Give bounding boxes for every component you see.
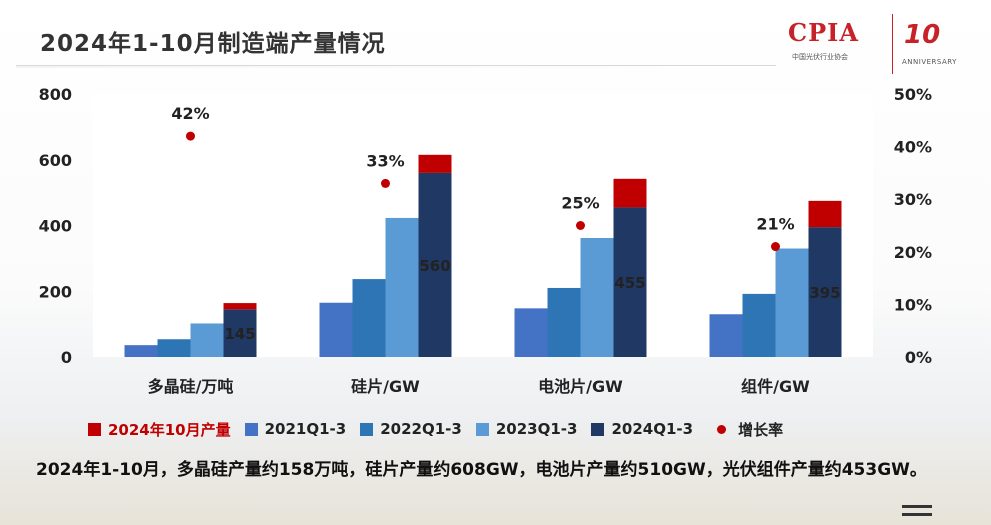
y-right-tick-label: 40% xyxy=(894,138,932,157)
legend-item-2024: 2024Q1-3 xyxy=(591,420,693,438)
y-right-tick-label: 0% xyxy=(905,348,932,367)
legend-swatch-2023 xyxy=(475,422,489,436)
bar-2024-october xyxy=(418,154,452,173)
title-divider xyxy=(16,65,776,66)
data-label-2024: 145 xyxy=(224,325,255,343)
growth-rate-label: 25% xyxy=(561,194,599,213)
chart-legend: 2024年10月产量 2021Q1-3 2022Q1-3 2023Q1-3 20… xyxy=(88,418,797,440)
bar-2023Q1-3 xyxy=(580,237,614,357)
legend-swatch-2022 xyxy=(360,422,374,436)
y-right-tick-label: 20% xyxy=(894,243,932,262)
x-category-label: 多晶硅/万吨 xyxy=(148,377,234,396)
growth-rate-point xyxy=(381,178,390,188)
legend-item-2021: 2021Q1-3 xyxy=(244,420,347,438)
bar-2022Q1-3 xyxy=(157,339,191,357)
legend-swatch-2024 xyxy=(591,422,605,436)
production-chart: 0 200 400 600 800 0% 10% 20% 30% 40% 50% 145 42% 多晶硅/… xyxy=(39,85,932,396)
growth-rate-label: 21% xyxy=(756,215,794,234)
legend-marker-growth xyxy=(717,424,727,434)
bar-2024-october xyxy=(223,303,257,310)
growth-rate-point xyxy=(186,131,195,141)
legend-item-2023: 2023Q1-3 xyxy=(475,420,578,438)
page-title: 2024年1-10月制造端产量情况 xyxy=(40,31,386,57)
y-left-tick-label: 400 xyxy=(39,217,72,236)
y-right-tick-label: 30% xyxy=(894,190,932,209)
y-left-tick-label: 800 xyxy=(39,85,72,104)
x-category-label: 电池片/GW xyxy=(538,377,623,396)
legend-label-2023: 2023Q1-3 xyxy=(495,420,578,438)
anniversary-logo-mark: 10 xyxy=(904,20,941,50)
bar-2022Q1-3 xyxy=(742,293,776,357)
y-right-tick-label: 10% xyxy=(894,295,932,314)
legend-swatch-oct xyxy=(88,422,101,436)
bar-2024-october xyxy=(613,178,647,208)
bar-2023Q1-3 xyxy=(385,217,419,357)
bar-2022Q1-3 xyxy=(352,279,386,357)
data-label-2024: 395 xyxy=(809,284,840,302)
x-category-label: 组件/GW xyxy=(741,377,810,396)
bar-2023Q1-3 xyxy=(190,323,224,357)
title-divider-shadow xyxy=(16,66,776,68)
data-label-2024: 455 xyxy=(614,274,645,292)
cpia-logo-subtitle: 中国光伏行业协会 xyxy=(792,53,848,61)
anniversary-label: ANNIVERSARY xyxy=(902,58,957,66)
legend-item-oct: 2024年10月产量 xyxy=(88,419,231,440)
bar-2021Q1-3 xyxy=(124,345,158,357)
bar-2024Q1-3 xyxy=(613,207,647,357)
y-right-tick-label: 50% xyxy=(894,85,932,104)
legend-item-2022: 2022Q1-3 xyxy=(360,420,462,438)
menu-icon[interactable] xyxy=(902,505,932,521)
growth-rate-point xyxy=(771,242,780,252)
logo-divider xyxy=(892,14,893,74)
bar-2023Q1-3 xyxy=(775,248,809,357)
y-left-tick-label: 200 xyxy=(39,282,72,301)
legend-label-2024: 2024Q1-3 xyxy=(611,420,694,438)
menu-icon-bar xyxy=(902,513,932,516)
cpia-logo: CPIA 中国光伏行业协会 10 ANNIVERSARY xyxy=(782,12,972,74)
data-label-2024: 560 xyxy=(419,257,450,275)
legend-label-2021: 2021Q1-3 xyxy=(264,420,347,438)
bar-2021Q1-3 xyxy=(514,308,548,357)
legend-item-growth: 增长率 xyxy=(707,419,783,440)
x-category-label: 硅片/GW xyxy=(351,377,420,396)
legend-label-2022: 2022Q1-3 xyxy=(380,420,462,438)
cpia-logo-text: CPIA xyxy=(788,18,859,47)
growth-rate-label: 33% xyxy=(366,151,404,170)
summary-caption: 2024年1-10月，多晶硅产量约158万吨，硅片产量约608GW，电池片产量约… xyxy=(36,460,927,480)
bar-2024-october xyxy=(808,200,842,228)
bar-2024Q1-3 xyxy=(808,227,842,357)
y-left-tick-label: 600 xyxy=(39,151,72,170)
legend-label-growth: 增长率 xyxy=(738,420,784,439)
y-left-tick-label: 0 xyxy=(61,348,72,367)
growth-rate-point xyxy=(576,221,585,230)
bar-2021Q1-3 xyxy=(709,314,743,357)
bar-2024Q1-3 xyxy=(223,309,257,357)
bar-2024Q1-3 xyxy=(418,172,452,357)
legend-label-oct: 2024年10月产量 xyxy=(108,420,231,439)
bar-2021Q1-3 xyxy=(319,302,353,357)
bar-2022Q1-3 xyxy=(547,287,581,357)
legend-swatch-2021 xyxy=(244,422,258,436)
growth-rate-label: 42% xyxy=(171,104,209,123)
menu-icon-bar xyxy=(902,505,932,508)
